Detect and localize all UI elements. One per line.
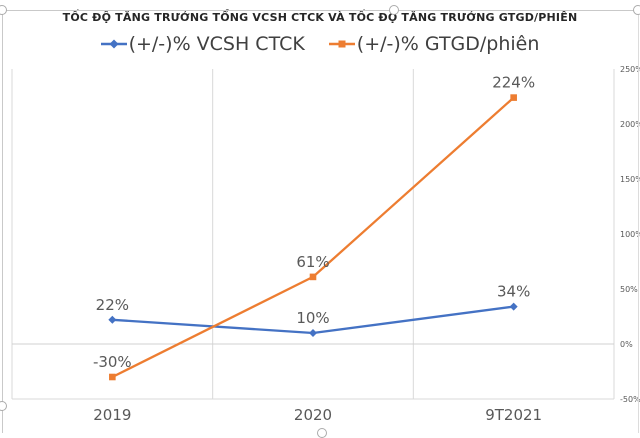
series-1-marker[interactable] (510, 94, 517, 101)
y-axis-tick-label[interactable]: 50% (620, 285, 638, 294)
legend-item-gtgd-phien[interactable]: (+/-)% GTGD/phiên (328, 33, 540, 55)
chart-resize-handle-left[interactable] (0, 401, 7, 411)
legend-label-gtgd-phien: (+/-)% GTGD/phiên (356, 33, 540, 55)
y-axis-tick-label[interactable]: 250% (620, 65, 640, 74)
legend-square-orange (338, 40, 346, 48)
line-square-marker-icon (328, 40, 355, 48)
chart-selection-border-right (638, 10, 639, 433)
chart-legend: (+/-)% VCSH CTCK (+/-)% GTGD/phiên (0, 31, 640, 57)
data-label: -30% (93, 353, 132, 371)
y-axis-tick-label[interactable]: 200% (620, 120, 640, 129)
series-0-marker[interactable] (309, 329, 317, 337)
chart-resize-handle-bottom[interactable] (317, 428, 327, 438)
x-axis-category-label[interactable]: 9T2021 (485, 406, 542, 424)
data-label: 10% (296, 309, 329, 327)
chart-resize-handle-top-right[interactable] (633, 5, 640, 15)
data-label: 22% (96, 296, 129, 314)
chart-selection-border-left (2, 10, 3, 433)
series-0-marker[interactable] (509, 302, 518, 311)
data-label: 224% (492, 74, 535, 92)
y-axis-tick-label[interactable]: 150% (620, 175, 640, 184)
line-diamond-marker-icon (100, 39, 127, 49)
legend-label-vcsh-ctck: (+/-)% VCSH CTCK (128, 33, 305, 55)
legend-diamond-blue (109, 39, 119, 49)
x-axis-category-label[interactable]: 2019 (93, 406, 131, 424)
series-1-marker[interactable] (309, 273, 317, 281)
chart-selection-border-top (2, 10, 638, 11)
y-axis-tick-label[interactable]: 0% (620, 340, 633, 349)
series-0-marker[interactable] (108, 315, 117, 324)
data-label: 61% (296, 253, 329, 271)
x-axis-category-label[interactable]: 2020 (294, 406, 332, 424)
chart-resize-handle-top-left[interactable] (0, 5, 7, 15)
legend-item-vcsh-ctck[interactable]: (+/-)% VCSH CTCK (100, 33, 305, 55)
series-1-marker[interactable] (109, 373, 116, 381)
y-axis-tick-label[interactable]: -50% (620, 395, 640, 404)
chart-resize-handle-top[interactable] (389, 5, 399, 15)
y-axis-tick-label[interactable]: 100% (620, 230, 640, 239)
chart-title[interactable]: TỐC ĐỘ TĂNG TRƯỞNG TỔNG VCSH CTCK VÀ TỐC… (62, 11, 578, 24)
data-label: 34% (497, 283, 530, 301)
